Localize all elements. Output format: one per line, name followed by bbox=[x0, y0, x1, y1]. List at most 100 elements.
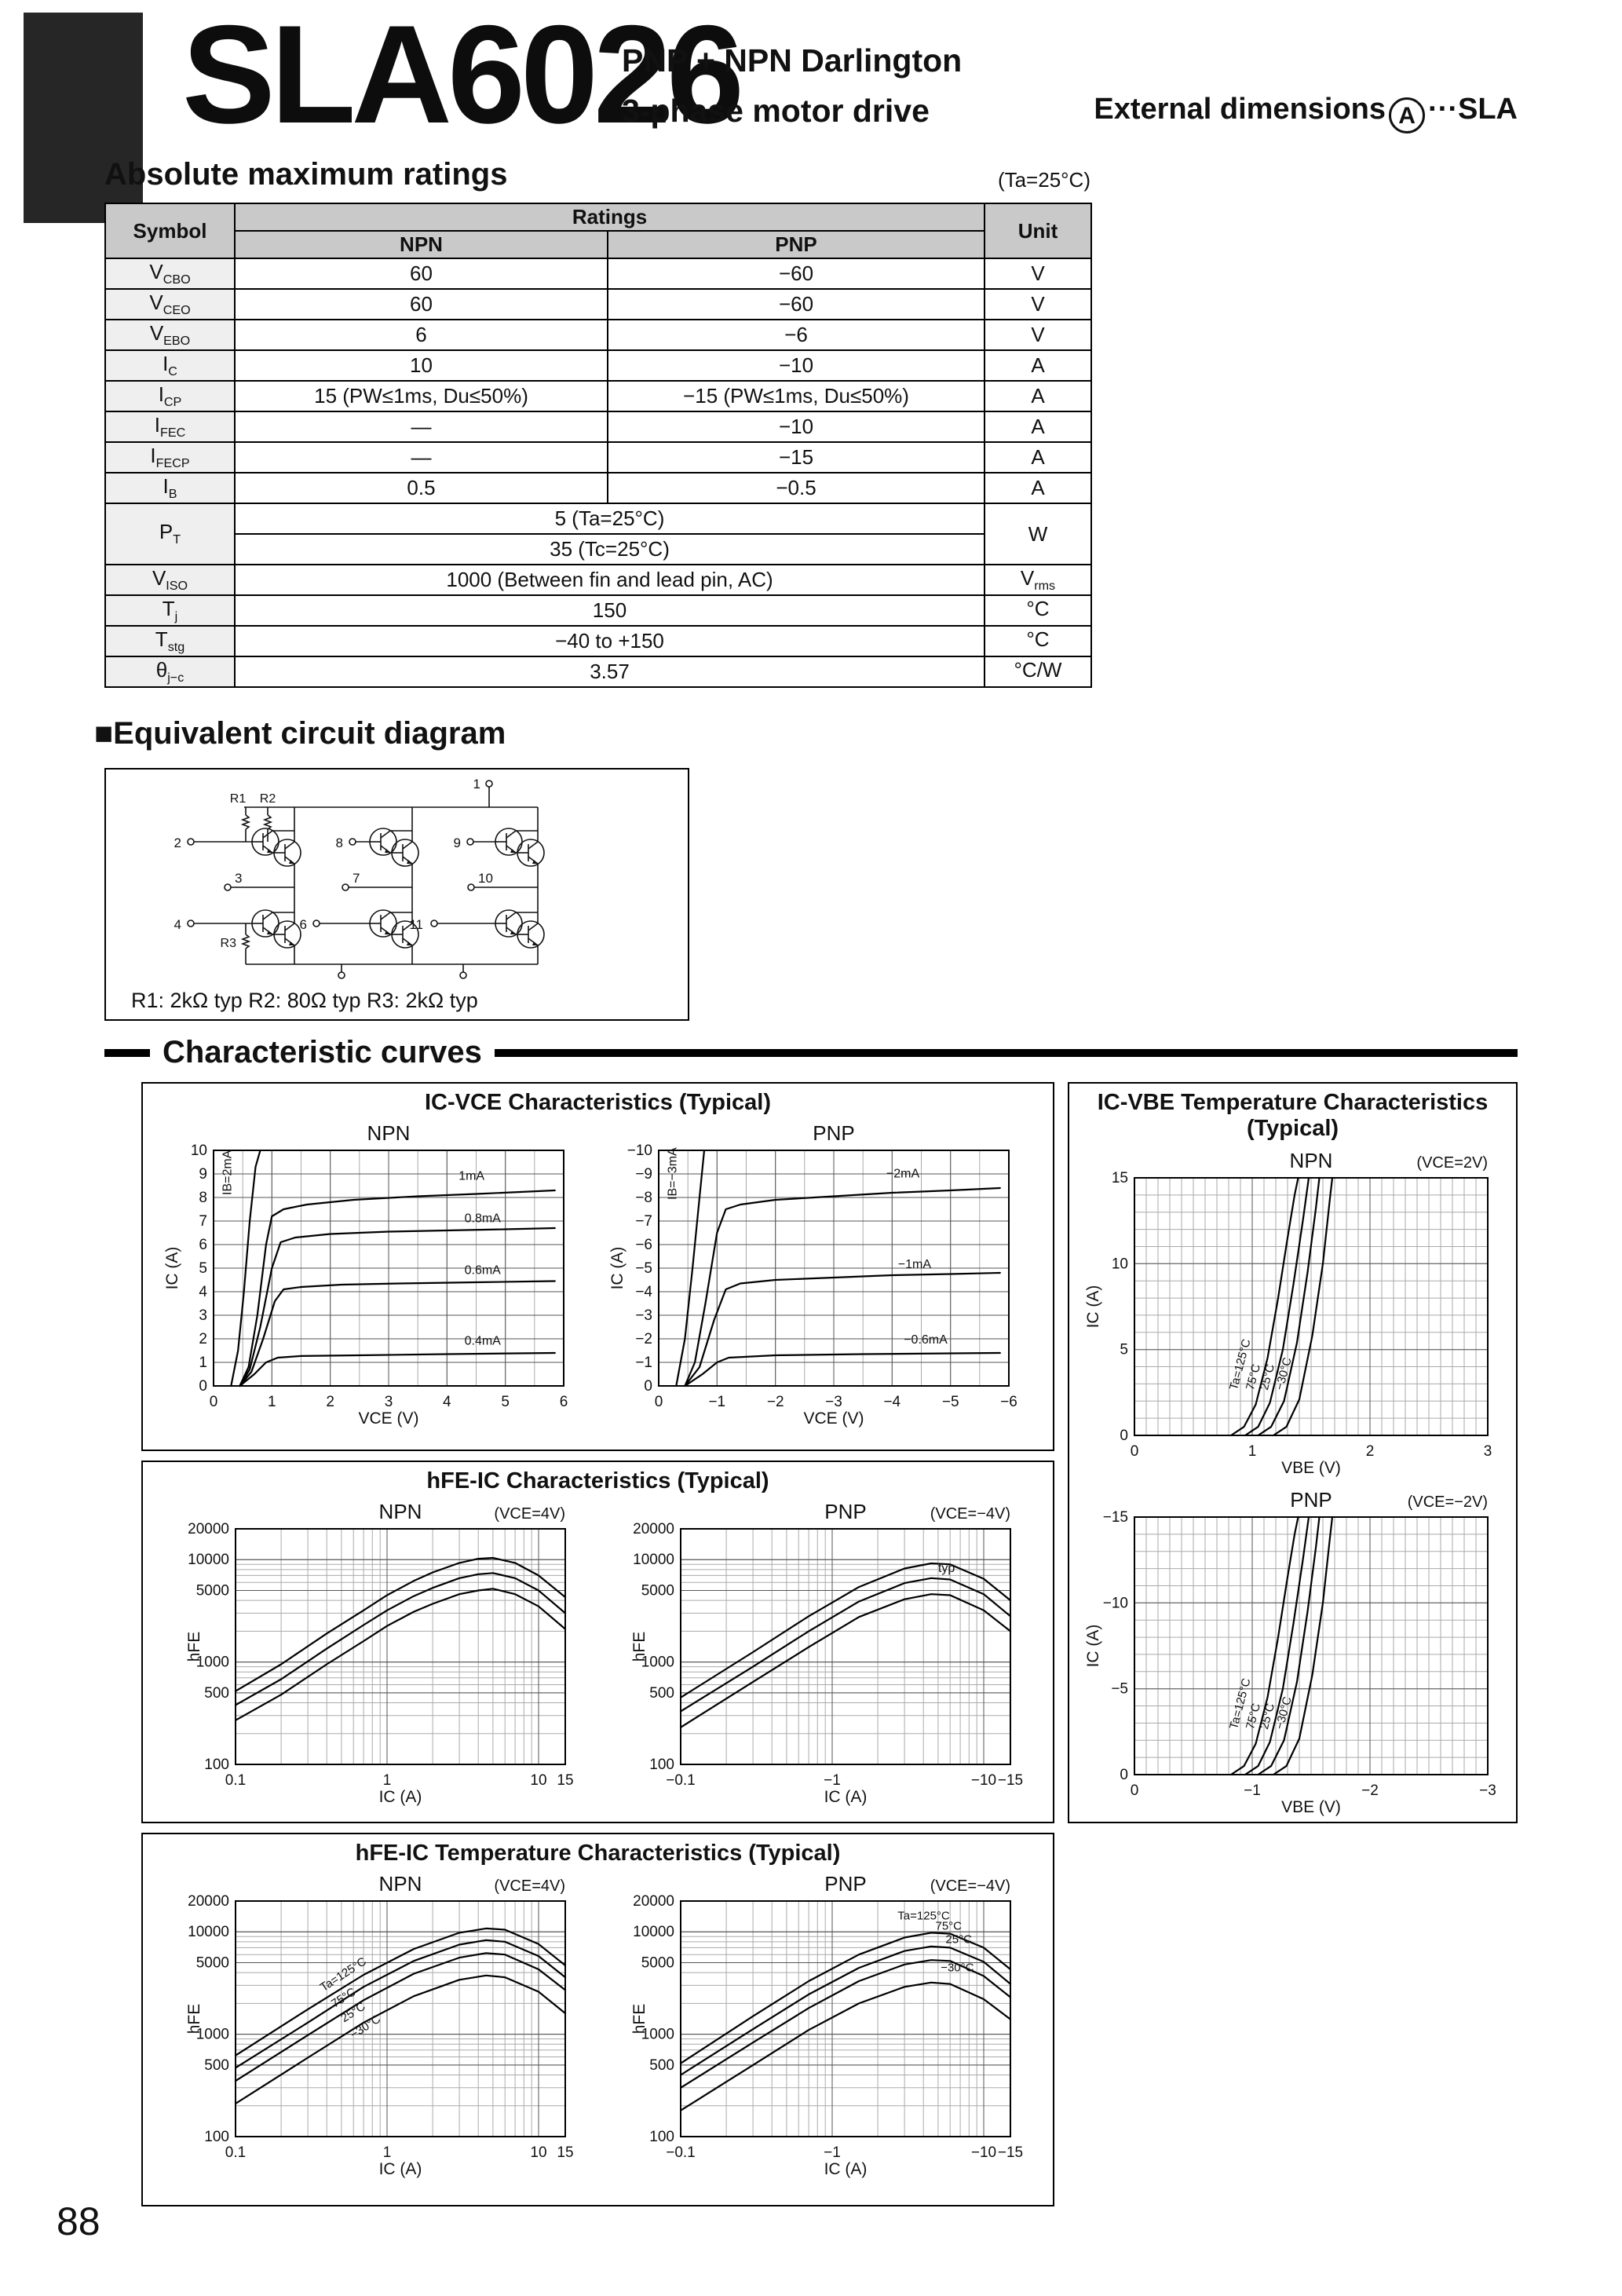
table-row-pt: PT 5 (Ta=25°C) W bbox=[104, 503, 1092, 565]
svg-text:VCE (V): VCE (V) bbox=[359, 1409, 419, 1428]
svg-text:−15: −15 bbox=[998, 2144, 1023, 2161]
svg-text:0: 0 bbox=[654, 1394, 663, 1410]
svg-text:5: 5 bbox=[502, 1394, 510, 1410]
ratings-header: Absolute maximum ratings (Ta=25°C) bbox=[104, 157, 1090, 192]
svg-text:0: 0 bbox=[199, 1378, 208, 1395]
hfe-ic-box-title: hFE-IC Characteristics (Typical) bbox=[426, 1468, 769, 1493]
svg-text:IC (A): IC (A) bbox=[824, 2160, 867, 2178]
ic-vce-box-title: IC-VCE Characteristics (Typical) bbox=[424, 1090, 772, 1115]
svg-text:−6: −6 bbox=[1000, 1394, 1017, 1410]
svg-text:NPN: NPN bbox=[379, 1872, 422, 1896]
svg-text:IC (A): IC (A) bbox=[608, 1247, 627, 1290]
svg-text:(VCE=4V): (VCE=4V) bbox=[495, 1877, 566, 1895]
svg-text:0: 0 bbox=[644, 1378, 652, 1395]
hfe-ic-temp-charts: 0.1 1 10 15 100 500 1000 5000 10000 20000 IC (A) hF… bbox=[143, 1868, 1053, 2182]
table-header-row: Symbol Ratings Unit bbox=[104, 203, 1092, 259]
svg-text:PNP: PNP bbox=[1290, 1488, 1332, 1512]
svg-text:11: 11 bbox=[409, 917, 423, 932]
svg-text:20000: 20000 bbox=[633, 1521, 674, 1537]
chart-hfe-ic-pnp: −0.1 −1 −10 −15 100 500 1000 5000 10000 20000 IC (… bbox=[608, 1496, 1032, 1810]
table-subheader-row: NPN PNP bbox=[105, 230, 1091, 259]
svg-text:10000: 10000 bbox=[188, 1552, 229, 1568]
svg-text:8: 8 bbox=[336, 835, 343, 850]
svg-text:−30°C: −30°C bbox=[1273, 1695, 1294, 1731]
col-unit: Unit bbox=[984, 203, 1092, 259]
svg-text:100: 100 bbox=[649, 1757, 674, 1773]
svg-text:4: 4 bbox=[199, 1284, 208, 1300]
svg-text:−3: −3 bbox=[635, 1307, 652, 1324]
ic-vce-charts: 0 1 2 3 4 5 6 0 1 2 3 4 5 6 7 8 9 10 VCE (V) IC (A) NPN IB=2m… bbox=[143, 1117, 1053, 1431]
svg-text:IC (A): IC (A) bbox=[379, 1788, 422, 1806]
svg-text:typ: typ bbox=[938, 1562, 955, 1575]
svg-text:R3: R3 bbox=[221, 937, 237, 950]
table-row: VEBO 6 −6 V bbox=[104, 319, 1092, 351]
svg-text:1: 1 bbox=[268, 1394, 276, 1410]
svg-text:hFE: hFE bbox=[185, 1632, 203, 1662]
table-row: θj−c 3.57 °C/W bbox=[104, 656, 1092, 688]
svg-text:0: 0 bbox=[1130, 1443, 1138, 1460]
col-npn: NPN bbox=[234, 230, 608, 259]
svg-text:1000: 1000 bbox=[196, 1654, 229, 1671]
page-number: 88 bbox=[57, 2199, 100, 2243]
section-bar-left bbox=[104, 1048, 150, 1057]
svg-text:−30°C: −30°C bbox=[1273, 1356, 1294, 1391]
svg-text:5000: 5000 bbox=[196, 1955, 229, 1972]
svg-text:−2: −2 bbox=[767, 1394, 784, 1410]
svg-text:10: 10 bbox=[191, 1143, 207, 1159]
svg-text:−1mA: −1mA bbox=[897, 1258, 931, 1271]
svg-text:−1: −1 bbox=[1244, 1782, 1261, 1799]
svg-text:PNP: PNP bbox=[813, 1121, 854, 1145]
chart-ic-vce-npn: 0 1 2 3 4 5 6 0 1 2 3 4 5 6 7 8 9 10 VCE (V) IC (A) NPN IB=2m… bbox=[163, 1117, 587, 1431]
svg-text:(VCE=−2V): (VCE=−2V) bbox=[1407, 1493, 1487, 1511]
ratings-condition: (Ta=25°C) bbox=[997, 168, 1090, 192]
svg-text:−1: −1 bbox=[824, 2144, 841, 2161]
svg-text:(VCE=−4V): (VCE=−4V) bbox=[930, 1877, 1010, 1895]
svg-text:NPN: NPN bbox=[1289, 1149, 1332, 1172]
svg-text:IC (A): IC (A) bbox=[824, 1788, 867, 1806]
svg-text:−5: −5 bbox=[635, 1260, 652, 1277]
svg-text:12: 12 bbox=[456, 978, 471, 980]
svg-text:−0.1: −0.1 bbox=[666, 1772, 696, 1789]
circuit-title: ■Equivalent circuit diagram bbox=[94, 716, 506, 751]
hfe-ic-temp-box-title: hFE-IC Temperature Characteristics (Typi… bbox=[355, 1841, 841, 1866]
equivalent-circuit-svg: 1 R1 R2 2 8 9 3 bbox=[174, 777, 545, 980]
table-row-pt2: 35 (Tc=25°C) bbox=[105, 533, 1091, 565]
svg-text:20000: 20000 bbox=[188, 1893, 229, 1910]
svg-text:−0.6mA: −0.6mA bbox=[904, 1333, 948, 1347]
svg-text:75°C: 75°C bbox=[935, 1920, 962, 1933]
svg-text:0.4mA: 0.4mA bbox=[465, 1335, 502, 1348]
svg-text:25°C: 25°C bbox=[945, 1932, 972, 1946]
svg-text:−0.1: −0.1 bbox=[666, 2144, 696, 2161]
svg-text:1: 1 bbox=[1248, 1443, 1256, 1460]
svg-text:7: 7 bbox=[353, 871, 360, 886]
svg-text:−9: −9 bbox=[635, 1166, 652, 1183]
svg-text:1000: 1000 bbox=[641, 1654, 674, 1671]
svg-text:20000: 20000 bbox=[188, 1521, 229, 1537]
svg-text:0.1: 0.1 bbox=[225, 1772, 246, 1789]
svg-text:R1: R1 bbox=[230, 792, 247, 806]
svg-text:100: 100 bbox=[205, 2129, 230, 2145]
svg-text:500: 500 bbox=[205, 2057, 230, 2074]
svg-text:IB=2mA: IB=2mA bbox=[221, 1150, 235, 1195]
svg-text:−2: −2 bbox=[635, 1331, 652, 1347]
section-title: Characteristic curves bbox=[163, 1035, 482, 1069]
external-dimensions-suffix: ···SLA bbox=[1428, 93, 1518, 126]
svg-text:15: 15 bbox=[557, 2144, 574, 2161]
svg-text:10: 10 bbox=[478, 871, 493, 886]
col-symbol: Symbol bbox=[104, 203, 236, 259]
svg-text:100: 100 bbox=[649, 2129, 674, 2145]
svg-text:−3: −3 bbox=[1479, 1782, 1496, 1799]
svg-text:3: 3 bbox=[199, 1307, 208, 1324]
svg-text:3: 3 bbox=[1483, 1443, 1492, 1460]
table-row: IB 0.5 −0.5 A bbox=[104, 472, 1092, 504]
svg-text:−10: −10 bbox=[1102, 1595, 1127, 1611]
svg-text:NPN: NPN bbox=[367, 1121, 411, 1145]
subtitle-line1: PNP + NPN Darlington bbox=[622, 42, 963, 79]
svg-text:1: 1 bbox=[383, 2144, 392, 2161]
svg-text:15: 15 bbox=[557, 1772, 574, 1789]
svg-text:3: 3 bbox=[235, 871, 242, 886]
svg-text:R2: R2 bbox=[260, 792, 276, 806]
svg-text:5000: 5000 bbox=[196, 1583, 229, 1600]
svg-text:VCE (V): VCE (V) bbox=[803, 1409, 864, 1428]
svg-text:−5: −5 bbox=[942, 1394, 959, 1410]
